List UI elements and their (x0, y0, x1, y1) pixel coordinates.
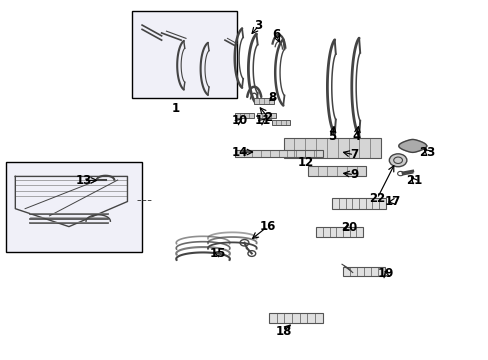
Text: 9: 9 (349, 168, 358, 181)
Text: 21: 21 (405, 174, 422, 187)
Text: 11: 11 (254, 114, 271, 127)
Bar (132, 12, 237, 98)
Text: 16: 16 (259, 220, 275, 233)
Text: 4: 4 (352, 130, 360, 144)
Bar (254, 98, 273, 104)
Text: 18: 18 (275, 325, 291, 338)
Text: 23: 23 (418, 145, 435, 158)
Bar (271, 120, 290, 126)
Text: 13: 13 (75, 174, 92, 187)
Bar (316, 227, 362, 237)
Bar (307, 166, 366, 176)
Text: 14: 14 (231, 145, 247, 158)
Text: 8: 8 (268, 91, 276, 104)
Bar (235, 113, 253, 118)
Text: 6: 6 (271, 28, 280, 41)
Circle shape (388, 154, 406, 167)
Bar (283, 138, 380, 158)
Text: 5: 5 (327, 130, 336, 144)
Bar (234, 149, 322, 157)
Text: 19: 19 (377, 267, 393, 280)
Text: 3: 3 (254, 19, 262, 32)
Text: 7: 7 (349, 148, 358, 161)
Text: 22: 22 (368, 192, 385, 205)
Bar (343, 267, 384, 275)
Text: 2: 2 (264, 111, 271, 124)
Bar (268, 314, 322, 323)
Bar (257, 113, 275, 118)
Text: 10: 10 (231, 114, 247, 127)
Text: 1: 1 (172, 102, 180, 115)
Text: 17: 17 (385, 195, 401, 208)
Bar (331, 198, 385, 209)
Polygon shape (398, 139, 426, 152)
Bar (5, 162, 142, 252)
Text: 20: 20 (340, 221, 356, 234)
Text: 15: 15 (209, 247, 225, 260)
Text: 12: 12 (297, 156, 313, 169)
